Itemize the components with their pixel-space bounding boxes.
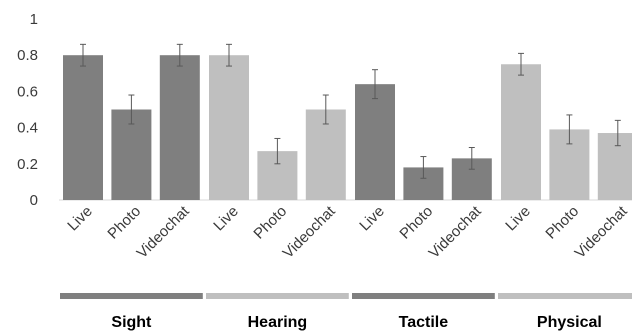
x-tick-label: Videochat [426, 202, 486, 262]
bar [111, 109, 152, 200]
x-tick-label: Photo [542, 203, 582, 243]
x-tick-label: Live [210, 203, 241, 234]
group-bracket [498, 293, 632, 299]
bar [63, 55, 103, 201]
y-tick-label: 1 [30, 11, 38, 28]
group-bracket [352, 293, 495, 299]
bar [597, 133, 632, 200]
group-label: Tactile [399, 314, 449, 331]
group-label: Physical [537, 314, 602, 331]
x-tick-label: Videochat [572, 202, 632, 262]
group-label: Hearing [248, 314, 308, 331]
x-tick-label: Live [356, 203, 387, 234]
x-tick-label: Photo [104, 203, 144, 243]
y-tick-label: 0 [30, 192, 38, 209]
group-bracket [60, 293, 203, 299]
y-tick-label: 0.8 [17, 47, 38, 64]
group-label: Sight [111, 314, 152, 331]
bar [355, 84, 395, 200]
x-tick-label: Photo [250, 203, 290, 243]
group-bracket [206, 293, 349, 299]
bar [159, 55, 200, 201]
y-tick-label: 0.4 [17, 120, 38, 137]
y-tick-label: 0.2 [17, 156, 38, 173]
x-tick-label: Live [502, 203, 533, 234]
x-tick-label: Photo [396, 203, 436, 243]
bar [209, 55, 249, 201]
y-tick-label: 0.6 [17, 83, 38, 100]
x-tick-label: Live [64, 203, 95, 234]
bar [501, 64, 541, 200]
x-tick-label: Videochat [134, 202, 194, 262]
x-tick-label: Videochat [280, 202, 340, 262]
bar [305, 109, 346, 200]
